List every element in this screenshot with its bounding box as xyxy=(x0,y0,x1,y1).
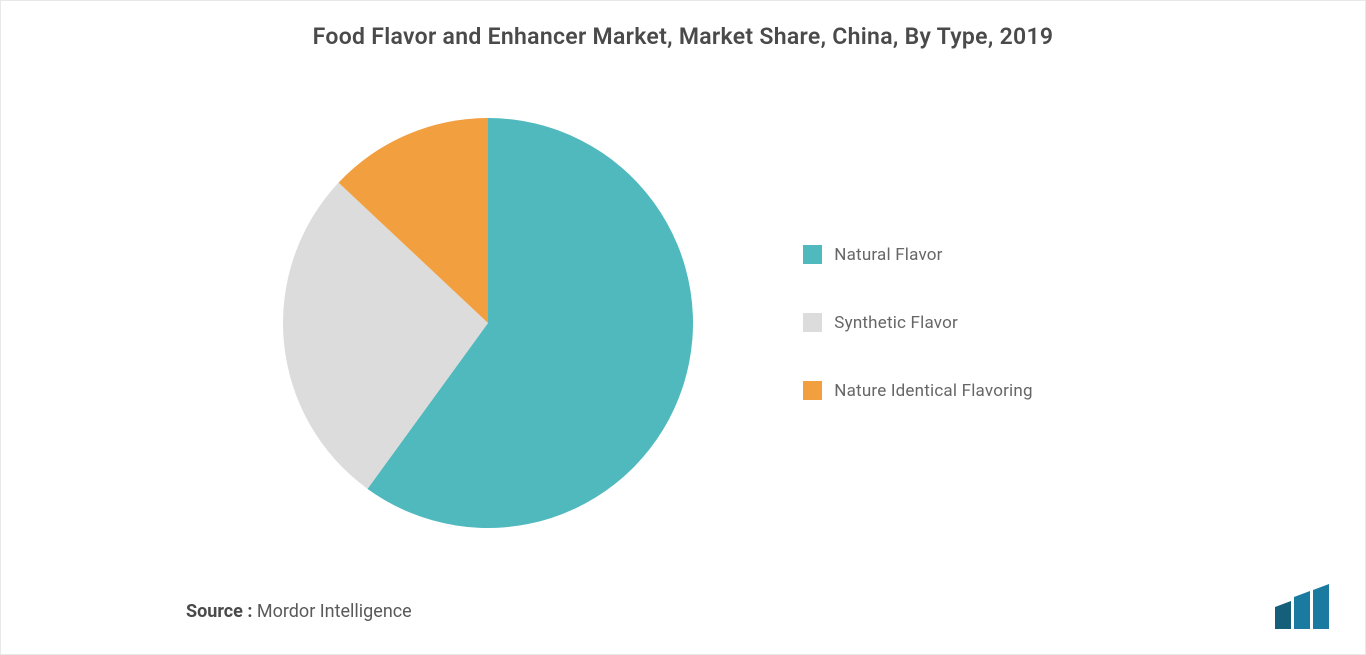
chart-title: Food Flavor and Enhancer Market, Market … xyxy=(1,1,1365,50)
logo-bar xyxy=(1294,591,1310,629)
chart-body: Natural Flavor Synthetic Flavor Nature Ide… xyxy=(1,71,1365,574)
legend-label: Synthetic Flavor xyxy=(834,313,958,333)
logo-bar xyxy=(1275,601,1291,629)
legend-swatch xyxy=(803,313,822,332)
legend-swatch xyxy=(803,381,822,400)
legend: Natural Flavor Synthetic Flavor Nature Ide… xyxy=(803,245,1032,401)
source-label: Source : xyxy=(186,601,252,622)
legend-label: Natural Flavor xyxy=(834,245,942,265)
source-line: Source : Mordor Intelligence xyxy=(186,601,412,622)
legend-item: Nature Identical Flavoring xyxy=(803,381,1032,401)
pie-wrapper: Natural Flavor Synthetic Flavor Nature Ide… xyxy=(283,118,1032,528)
legend-item: Synthetic Flavor xyxy=(803,313,1032,333)
pie-chart xyxy=(283,118,693,528)
source-text: Mordor Intelligence xyxy=(252,601,411,622)
legend-item: Natural Flavor xyxy=(803,245,1032,265)
chart-container: Food Flavor and Enhancer Market, Market … xyxy=(0,0,1366,655)
legend-label: Nature Identical Flavoring xyxy=(834,381,1032,401)
brand-logo xyxy=(1275,584,1335,629)
legend-swatch xyxy=(803,245,822,264)
logo-bar xyxy=(1313,584,1329,629)
